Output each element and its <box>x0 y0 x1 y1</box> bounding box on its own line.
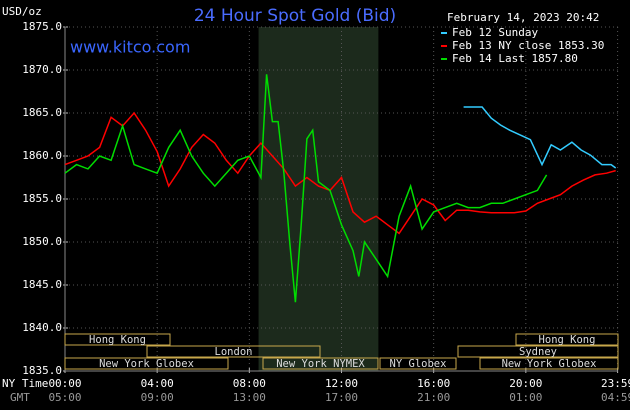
session-label: NY Globex <box>390 358 447 370</box>
y-tick-label: 1860.0 <box>22 149 62 162</box>
x-tick-label: 00:00 <box>48 377 81 390</box>
site-label: www.kitco.com <box>70 38 190 57</box>
x-tick-label: 08:00 <box>233 377 266 390</box>
session-label: London <box>215 346 253 358</box>
gmt-tick-label: 13:00 <box>233 391 266 404</box>
y-tick-label: 1835.0 <box>22 364 62 377</box>
session-bar <box>64 333 171 346</box>
x-row-label: NY Time <box>2 377 48 390</box>
gmt-tick-label: 17:00 <box>325 391 358 404</box>
gmt-tick-label: 05:00 <box>48 391 81 404</box>
session-label: New York Globex <box>502 358 597 370</box>
x-tick-label: 23:59 <box>601 377 630 390</box>
session-label: Hong Kong <box>539 334 596 346</box>
gmt-tick-label: 01:00 <box>509 391 542 404</box>
y-tick-label: 1855.0 <box>22 192 62 205</box>
series-line <box>463 106 617 169</box>
y-tick-label: 1845.0 <box>22 278 62 291</box>
series-line <box>64 74 548 303</box>
y-tick-label: 1875.0 <box>22 20 62 33</box>
timestamp: February 14, 2023 20:42 <box>447 11 599 24</box>
x-row-label: GMT <box>10 391 30 404</box>
gmt-tick-label: 21:00 <box>417 391 450 404</box>
session-bar <box>379 357 457 370</box>
shaded-range <box>258 27 379 371</box>
chart-title: 24 Hour Spot Gold (Bid) <box>194 6 396 26</box>
y-tick-label: 1870.0 <box>22 63 62 76</box>
session-bar <box>146 345 321 358</box>
gmt-tick-label: 09:00 <box>141 391 174 404</box>
session-bar <box>64 357 229 370</box>
x-tick-label: 12:00 <box>325 377 358 390</box>
session-label: Hong Kong <box>89 334 146 346</box>
legend-label: Feb 14 Last 1857.80 <box>452 52 578 65</box>
gmt-tick-label: 04:59 <box>601 391 630 404</box>
session-bar <box>479 357 619 370</box>
unit-label: USD/oz <box>2 5 42 18</box>
y-tick-label: 1840.0 <box>22 321 62 334</box>
session-label: New York NYMEX <box>276 358 365 370</box>
x-tick-label: 16:00 <box>417 377 450 390</box>
x-tick-label: 04:00 <box>141 377 174 390</box>
session-bar <box>457 345 619 358</box>
legend-label: Feb 12 Sunday <box>452 26 538 39</box>
session-label: New York Globex <box>99 358 194 370</box>
y-tick-label: 1865.0 <box>22 106 62 119</box>
legend-label: Feb 13 NY close 1853.30 <box>452 39 604 52</box>
x-tick-label: 20:00 <box>509 377 542 390</box>
session-label: Sydney <box>519 346 557 358</box>
session-bar <box>515 333 619 346</box>
series-line <box>64 111 616 235</box>
session-bar <box>262 357 379 370</box>
y-tick-label: 1850.0 <box>22 235 62 248</box>
